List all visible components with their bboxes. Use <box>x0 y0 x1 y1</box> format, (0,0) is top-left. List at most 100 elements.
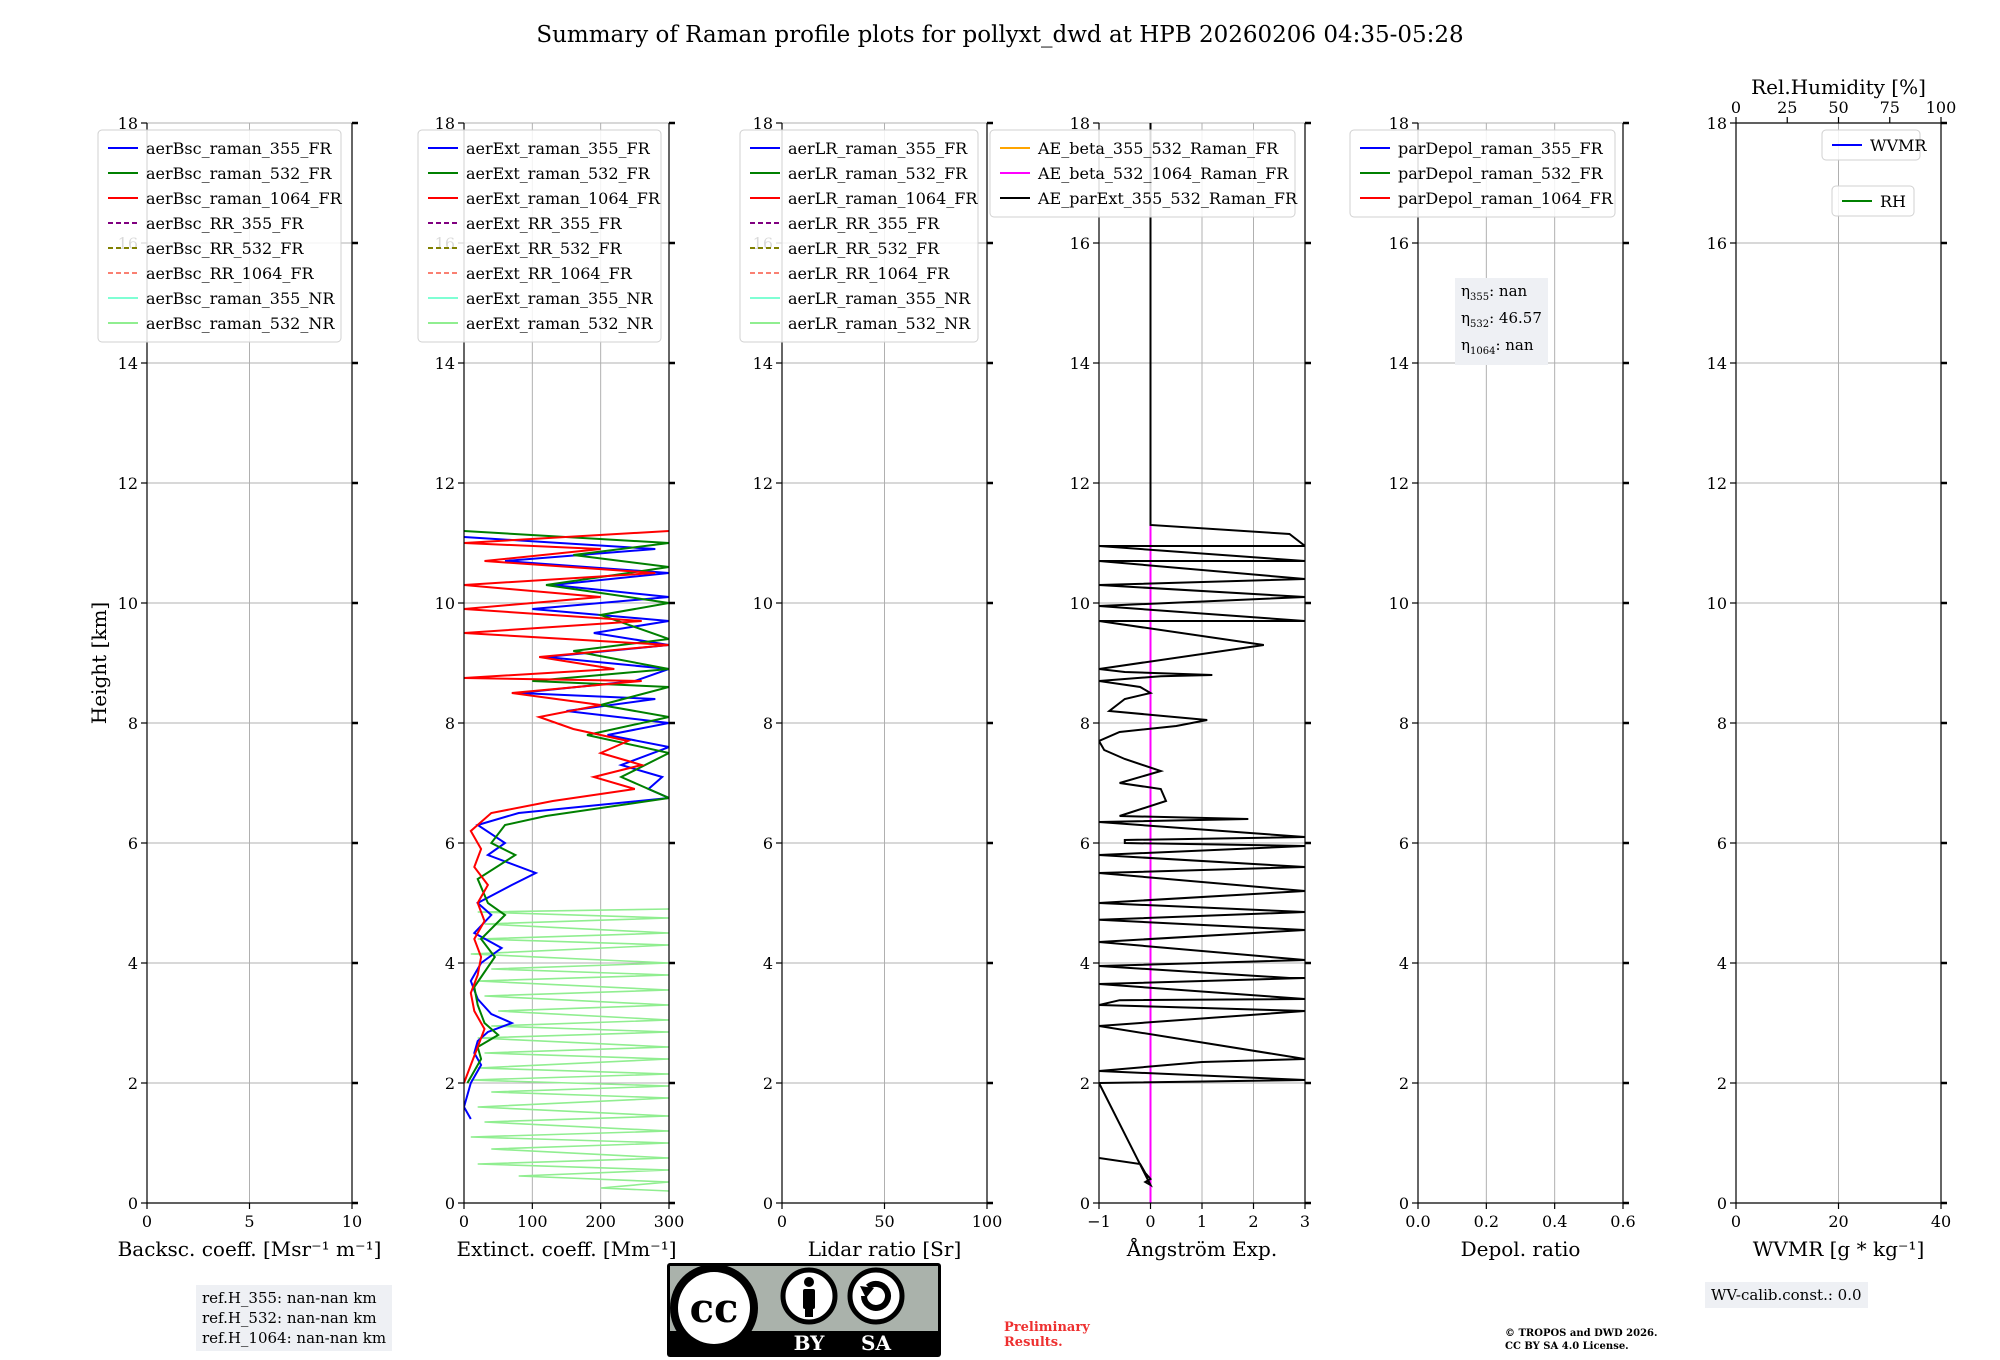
xtick-label: 1 <box>1197 1212 1207 1231</box>
legend-label: parDepol_raman_532_FR <box>1398 164 1604 183</box>
legend-label: aerExt_RR_1064_FR <box>466 264 633 283</box>
legend-box <box>989 129 1296 218</box>
ytick-label: 0 <box>128 1194 138 1213</box>
ytick-label: 12 <box>753 474 773 493</box>
eta-1064: η1064: nan <box>1461 336 1534 357</box>
xtick-label: 10 <box>342 1212 362 1231</box>
top-xtick-label: 50 <box>1828 98 1848 117</box>
legend-label: aerBsc_raman_355_NR <box>146 289 335 308</box>
legend-label: aerBsc_raman_532_NR <box>146 314 335 333</box>
ytick-label: 18 <box>118 114 138 133</box>
panel-depolarization: 0 2 4 6 8 10 12 14 16 18 0.0 0.2 0.4 0.6 Depol. ratio p… <box>1349 114 1636 1261</box>
legend-label: RH <box>1880 192 1906 211</box>
ytick-label: 14 <box>753 354 773 373</box>
wv-calib-box: WV-calib.const.: 0.0 <box>1705 1282 1868 1308</box>
svg-text:SA: SA <box>861 1331 891 1355</box>
series-aerExt_raman_1064_FR <box>464 530 669 1084</box>
ytick-label: 10 <box>1070 594 1090 613</box>
ytick-label: 2 <box>1080 1074 1090 1093</box>
xtick-label: 0.2 <box>1474 1212 1499 1231</box>
reference-height-box: ref.H_355: nan-nan km ref.H_532: nan-nan… <box>196 1285 393 1351</box>
sa-share-icon <box>847 1267 905 1325</box>
ytick-label: 4 <box>1717 954 1727 973</box>
legend-label: aerExt_raman_532_NR <box>466 314 654 333</box>
ytick-label: 12 <box>1389 474 1409 493</box>
legend-label: aerExt_raman_355_NR <box>466 289 654 308</box>
xtick-label: 0 <box>142 1212 152 1231</box>
copyright-notice: © TROPOS and DWD 2026. CC BY SA 4.0 Lice… <box>1505 1328 1658 1352</box>
legend-label: aerBsc_raman_355_FR <box>146 139 332 158</box>
legend-label: aerLR_raman_1064_FR <box>788 189 978 208</box>
xtick-label: 0 <box>459 1212 469 1231</box>
ytick-label: 2 <box>1399 1074 1409 1093</box>
legend-label: parDepol_raman_355_FR <box>1398 139 1604 158</box>
xtick-label: 50 <box>874 1212 894 1231</box>
top-xtick-label: 0 <box>1731 98 1741 117</box>
xtick-label: 3 <box>1300 1212 1310 1231</box>
ytick-label: 12 <box>1707 474 1727 493</box>
ytick-label: 2 <box>1717 1074 1727 1093</box>
xtick-label: 40 <box>1931 1212 1951 1231</box>
ytick-label: 8 <box>1080 714 1090 733</box>
legend-label: WVMR <box>1870 136 1927 155</box>
legend-label: AE_beta_532_1064_Raman_FR <box>1037 164 1289 183</box>
ytick-label: 18 <box>1707 114 1727 133</box>
xtick-label: 0.0 <box>1405 1212 1430 1231</box>
legend-label: aerLR_raman_532_NR <box>788 314 971 333</box>
ytick-label: 12 <box>1070 474 1090 493</box>
legend-label: aerExt_RR_355_FR <box>466 214 623 233</box>
svg-text:cc: cc <box>690 1285 739 1332</box>
xtick-label: 0 <box>1731 1212 1741 1231</box>
legend-box <box>1821 129 1921 161</box>
top-xaxis-label: Rel.Humidity [%] <box>1751 75 1926 99</box>
ytick-label: 12 <box>118 474 138 493</box>
ytick-label: 2 <box>128 1074 138 1093</box>
legend-label: AE_parExt_355_532_Raman_FR <box>1037 189 1298 208</box>
legend-label: aerExt_raman_355_FR <box>466 139 651 158</box>
legend-label: aerBsc_raman_1064_FR <box>146 189 343 208</box>
xaxis-label: WVMR [g * kg⁻¹] <box>1753 1237 1925 1261</box>
legend-label: aerExt_RR_532_FR <box>466 239 623 258</box>
ytick-label: 14 <box>1070 354 1090 373</box>
ytick-label: 18 <box>753 114 773 133</box>
xtick-label: 20 <box>1828 1212 1848 1231</box>
legend-box <box>1349 129 1616 218</box>
legend-box <box>417 129 662 343</box>
eta-532: η532: 46.57 <box>1461 309 1542 330</box>
xaxis-label: Lidar ratio [Sr] <box>808 1237 962 1261</box>
xtick-label: 0.6 <box>1610 1212 1635 1231</box>
ytick-label: 8 <box>1717 714 1727 733</box>
xtick-label: 200 <box>585 1212 616 1231</box>
ytick-label: 18 <box>1070 114 1090 133</box>
ytick-label: 6 <box>763 834 773 853</box>
ytick-label: 10 <box>1707 594 1727 613</box>
ytick-label: 2 <box>763 1074 773 1093</box>
legend-label: aerLR_RR_1064_FR <box>788 264 950 283</box>
ytick-label: 16 <box>1389 234 1409 253</box>
legend-label: aerLR_raman_532_FR <box>788 164 968 183</box>
ytick-label: 10 <box>753 594 773 613</box>
ytick-label: 0 <box>445 1194 455 1213</box>
xtick-label: 100 <box>517 1212 548 1231</box>
cc-by-sa-badge: cc BY SA <box>667 1263 941 1357</box>
xtick-label: 0 <box>1145 1212 1155 1231</box>
series-AE_parExt_355_532_Raman_FR <box>1099 123 1305 1188</box>
eta-box: η355: nan η532: 46.57 η1064: nan <box>1455 278 1548 365</box>
ytick-label: 0 <box>1080 1194 1090 1213</box>
legend-label: aerExt_raman_1064_FR <box>466 189 661 208</box>
series-aerExt_raman_355_FR <box>464 536 669 1120</box>
ytick-label: 16 <box>1707 234 1727 253</box>
panel-lidar_ratio: 024681012141618050100Lidar ratio [Sr]aer… <box>739 114 1003 1261</box>
ytick-label: 14 <box>1707 354 1727 373</box>
ref-height-355: ref.H_355: nan-nan km <box>202 1289 377 1307</box>
ytick-label: 6 <box>1399 834 1409 853</box>
xtick-label: 100 <box>972 1212 1003 1231</box>
xtick-label: 5 <box>244 1212 254 1231</box>
eta-355: η355: nan <box>1461 282 1528 303</box>
ytick-label: 4 <box>128 954 138 973</box>
ytick-label: 4 <box>763 954 773 973</box>
xtick-label: 0.4 <box>1542 1212 1567 1231</box>
